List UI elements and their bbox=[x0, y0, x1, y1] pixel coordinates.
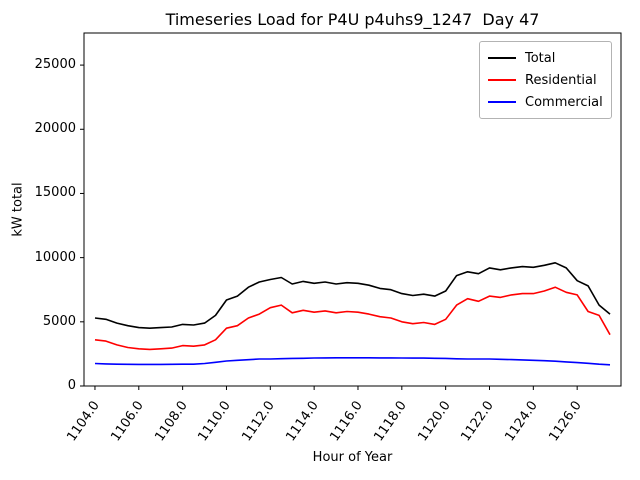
chart-title: Timeseries Load for P4U p4uhs9_1247 Day … bbox=[165, 10, 540, 29]
y-tick-label: 5000 bbox=[42, 313, 76, 329]
x-axis-label: Hour of Year bbox=[312, 450, 393, 465]
axes-border bbox=[83, 32, 622, 387]
legend-label-commercial: Commercial bbox=[525, 94, 603, 110]
legend-swatch-commercial bbox=[488, 101, 516, 103]
legend-label-total: Total bbox=[525, 50, 556, 66]
y-tick-label: 25000 bbox=[34, 57, 76, 73]
series-line-residential bbox=[94, 286, 611, 351]
legend-swatch-total bbox=[488, 57, 516, 59]
legend-item-residential: Residential bbox=[488, 69, 603, 91]
y-axis-label: kW total bbox=[10, 182, 26, 237]
legend-item-commercial: Commercial bbox=[488, 91, 603, 113]
y-tick-label: 0 bbox=[67, 378, 76, 393]
legend-swatch-residential bbox=[488, 79, 516, 81]
series-line-commercial bbox=[94, 356, 611, 366]
legend: Total Residential Commercial bbox=[479, 41, 612, 119]
series-line-total bbox=[94, 261, 611, 330]
y-tick-label: 10000 bbox=[34, 249, 76, 265]
legend-item-total: Total bbox=[488, 47, 603, 69]
y-tick-label: 15000 bbox=[34, 185, 76, 201]
legend-label-residential: Residential bbox=[525, 72, 597, 88]
y-tick-label: 20000 bbox=[34, 121, 76, 137]
